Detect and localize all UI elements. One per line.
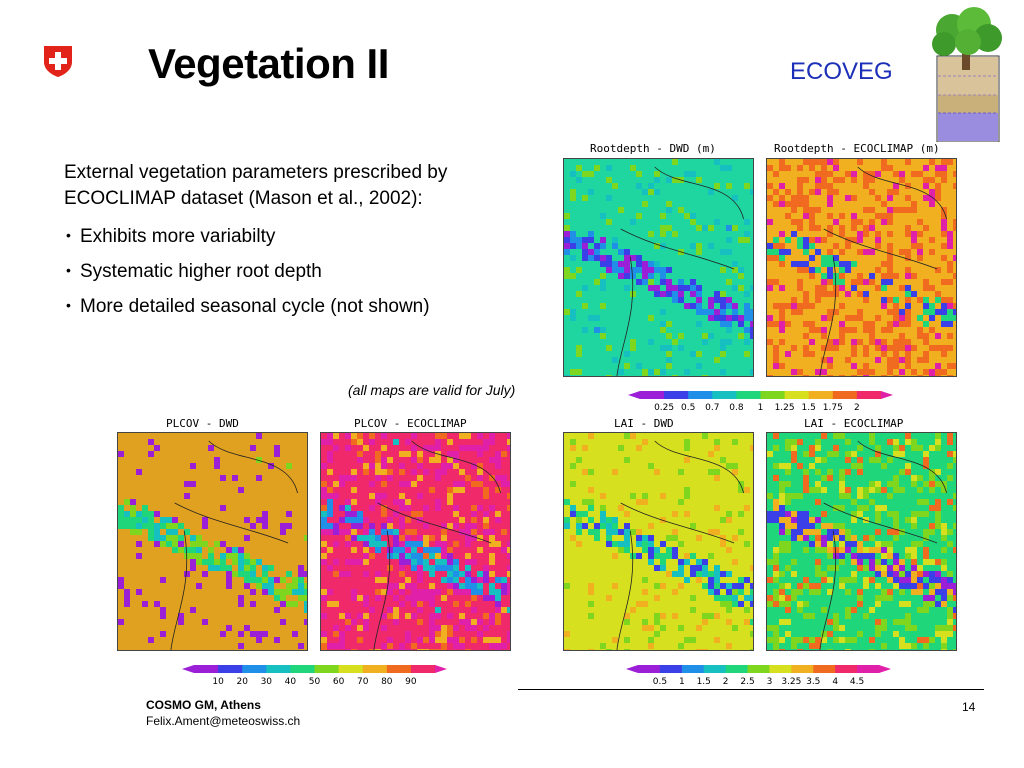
colorbar-tick-label: 50 [309,677,321,687]
footer-email: Felix.Ament@meteoswiss.ch [146,714,301,728]
colorbar-tick-label: 3 [767,677,773,687]
page-title: Vegetation II [148,40,389,87]
maps-note: (all maps are valid for July) [348,382,516,398]
colorbar-tick-label: 1.75 [823,403,843,413]
colorbar-tick-label: 0.7 [705,403,719,413]
map-label-lai-eco: LAI - ECOCLIMAP [804,417,904,430]
bullet-1: • Exhibits more variabilty [66,226,276,247]
colorbar-tick-label: 0.25 [654,403,674,413]
colorbar-tick-label: 0.5 [681,403,695,413]
colorbar-plcov: 10 20 30 40 50 60 70 80 90 [182,663,447,687]
bullet-2: • Systematic higher root depth [66,261,322,282]
colorbar-tick-label: 2.5 [740,677,754,687]
map-rootdepth-ecoclimap [766,158,957,377]
map-rootdepth-dwd [563,158,754,377]
colorbar-tick-label: 1 [758,403,764,413]
colorbar-tick-label: 1 [679,677,685,687]
colorbar-tick-label: 1.5 [697,677,711,687]
colorbar-tick-label: 90 [405,677,417,687]
colorbar-lai: 0.5 1 1.5 2 2.5 3 3.25 3.5 4 4.5 [626,663,891,687]
map-label-plcov-dwd: PLCOV - DWD [166,417,239,430]
map-plcov-dwd [117,432,308,651]
brand-label: ECOVEG [790,58,893,85]
colorbar-tick-label: 4 [832,677,838,687]
colorbar-tick-label: 1.25 [775,403,795,413]
swiss-flag-icon [42,44,74,78]
tree-soil-icon [922,6,1010,143]
colorbar-tick-label: 60 [333,677,345,687]
map-plcov-ecoclimap [320,432,511,651]
colorbar-tick-label: 3.5 [806,677,820,687]
map-lai-dwd [563,432,754,651]
map-label-root-dwd: Rootdepth - DWD (m) [590,142,716,155]
colorbar-tick-label: 30 [261,677,273,687]
colorbar-rootdepth: 0.25 0.5 0.7 0.8 1 1.25 1.5 1.75 2 [628,389,893,413]
colorbar-tick-label: 3.25 [781,677,801,687]
colorbar-tick-label: 70 [357,677,369,687]
colorbar-tick-label: 2 [723,677,729,687]
footer-divider [518,689,984,690]
colorbar-tick-label: 40 [285,677,297,687]
map-lai-ecoclimap [766,432,957,651]
colorbar-tick-label: 2 [854,403,860,413]
page-number: 14 [962,700,976,714]
map-label-plcov-eco: PLCOV - ECOCLIMAP [354,417,467,430]
colorbar-tick-label: 0.8 [729,403,744,413]
intro-text: External vegetation parameters prescribe… [64,162,448,209]
colorbar-tick-label: 20 [236,677,248,687]
footer-org: COSMO GM, Athens [146,698,261,712]
map-label-lai-dwd: LAI - DWD [614,417,674,430]
colorbar-tick-label: 0.5 [653,677,667,687]
colorbar-tick-label: 80 [381,677,393,687]
colorbar-tick-label: 4.5 [850,677,864,687]
map-label-root-eco: Rootdepth - ECOCLIMAP (m) [774,142,940,155]
colorbar-tick-label: 1.5 [802,403,816,413]
bullet-3: • More detailed seasonal cycle (not shown… [66,296,430,317]
colorbar-tick-label: 10 [212,677,224,687]
